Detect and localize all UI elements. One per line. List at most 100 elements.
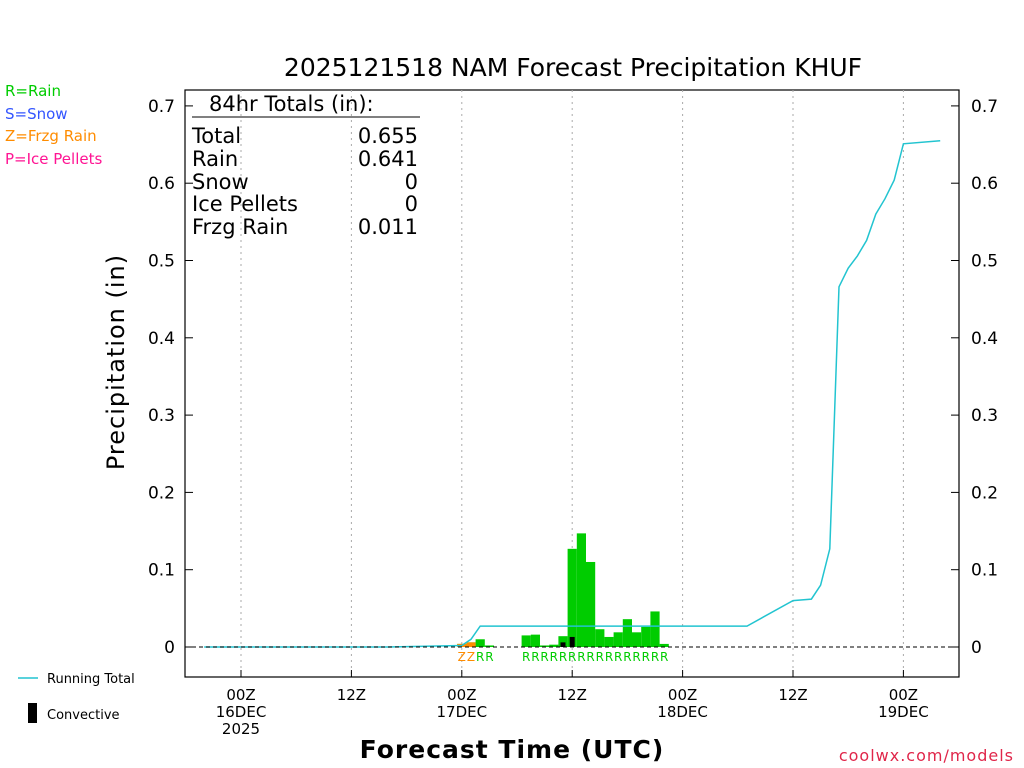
- totals-rain-value: 0.641: [358, 147, 418, 171]
- precip-type-marker: R: [577, 650, 585, 664]
- precip-bar: [632, 632, 642, 647]
- x-tick-label: 12Z: [778, 686, 807, 704]
- series-legend: Running Total Convective: [18, 672, 135, 723]
- precip-bar: [558, 636, 568, 647]
- precip-bar: [540, 645, 550, 647]
- x-tick-label: 00Z: [226, 686, 255, 704]
- x-tick-label: 19DEC: [878, 703, 929, 721]
- totals-snow-label: Snow: [192, 170, 249, 194]
- y-tick-label-right: 0: [971, 638, 982, 658]
- totals-ice-label: Ice Pellets: [192, 192, 298, 216]
- running-total-legend-label: Running Total: [47, 672, 135, 687]
- precip-bar: [475, 639, 485, 647]
- precip-type-marker: R: [651, 650, 659, 664]
- y-tick-label-right: 0.2: [971, 483, 998, 503]
- running-total-layer: [204, 139, 941, 648]
- totals-rain-label: Rain: [192, 147, 238, 171]
- precip-bar: [576, 533, 586, 647]
- legend-rain: R=Rain: [5, 82, 61, 100]
- y-tick-label-right: 0.1: [971, 561, 998, 581]
- frzg-bar: [466, 642, 476, 647]
- precip-bar: [622, 619, 632, 647]
- type-legend: R=Rain S=Snow Z=Frzg Rain P=Ice Pellets: [5, 82, 102, 168]
- precip-bar: [549, 644, 559, 647]
- precip-type-marker: Z: [458, 650, 466, 664]
- y-axis-label: Precipitation (in): [102, 254, 130, 470]
- precip-type-marker: R: [596, 650, 604, 664]
- precip-type-marker: R: [614, 650, 622, 664]
- y-tick-label-left: 0: [164, 638, 175, 658]
- precip-bar: [595, 629, 605, 647]
- x-tick-label: 00Z: [447, 686, 476, 704]
- totals-total-label: Total: [191, 124, 241, 148]
- x-tick-label: 12Z: [337, 686, 366, 704]
- precip-type-marker: R: [623, 650, 631, 664]
- precip-bar: [659, 643, 669, 647]
- totals-ice-value: 0: [405, 192, 418, 216]
- y-tick-label-left: 0.6: [148, 174, 175, 194]
- precip-bar: [613, 632, 623, 647]
- precip-bar: [484, 645, 494, 647]
- precip-type-marker: R: [540, 650, 548, 664]
- x-tick-label: 16DEC: [216, 703, 267, 721]
- y-tick-label-right: 0.6: [971, 174, 998, 194]
- y-tick-label-left: 0.5: [148, 252, 175, 272]
- precip-type-marker: R: [586, 650, 594, 664]
- precip-type-marker: R: [559, 650, 567, 664]
- totals-heading: 84hr Totals (in):: [209, 92, 374, 116]
- precip-bar: [650, 611, 660, 647]
- y-tick-label-left: 0.3: [148, 406, 175, 426]
- precip-type-marker: R: [550, 650, 558, 664]
- y-tick-label-left: 0.7: [148, 97, 175, 117]
- y-tick-label-right: 0.5: [971, 252, 998, 272]
- x-axis-label: Forecast Time (UTC): [360, 735, 665, 764]
- convective-bar: [569, 636, 575, 647]
- precip-type-marker: R: [605, 650, 613, 664]
- y-tick-label-right: 0.4: [971, 329, 998, 349]
- chart-title: 2025121518 NAM Forecast Precipitation KH…: [284, 53, 862, 82]
- precip-type-marker: R: [642, 650, 650, 664]
- precip-type-marker: R: [568, 650, 576, 664]
- precip-type-marker: R: [485, 650, 493, 664]
- x-tick-label: 17DEC: [437, 703, 488, 721]
- precip-type-marker: R: [522, 650, 530, 664]
- precip-type-marker: R: [632, 650, 640, 664]
- y-tick-label-left: 0.1: [148, 561, 175, 581]
- precip-bar: [521, 635, 531, 647]
- y-tick-label-left: 0.4: [148, 329, 175, 349]
- x-tick-label: 18DEC: [657, 703, 708, 721]
- y-tick-label-right: 0.3: [971, 406, 998, 426]
- legend-frzg-rain: Z=Frzg Rain: [5, 127, 97, 145]
- convective-bar: [560, 642, 566, 647]
- precip-bar: [530, 634, 540, 647]
- x-tick-label: 00Z: [668, 686, 697, 704]
- totals-total-value: 0.655: [358, 124, 418, 148]
- precip-type-marker: R: [660, 650, 668, 664]
- precip-type-marker: R: [476, 650, 484, 664]
- precip-bar: [567, 548, 577, 647]
- running-total-line: [204, 139, 941, 648]
- precip-bar: [604, 636, 614, 647]
- grid-lines: [240, 90, 904, 677]
- bar-layer: [457, 533, 669, 647]
- legend-ice-pellets: P=Ice Pellets: [5, 150, 102, 168]
- y-tick-label-left: 0.2: [148, 483, 175, 503]
- legend-snow: S=Snow: [5, 105, 68, 123]
- credit-text: coolwx.com/models: [839, 746, 1014, 765]
- x-tick-label: 00Z: [889, 686, 918, 704]
- precip-bar: [641, 626, 651, 647]
- totals-snow-value: 0: [405, 170, 418, 194]
- precip-type-marker: Z: [467, 650, 475, 664]
- totals-box: 84hr Totals (in): Total 0.655 Rain 0.641…: [191, 92, 420, 239]
- totals-frzg-value: 0.011: [358, 215, 418, 239]
- precip-bar: [586, 561, 596, 647]
- convective-legend-label: Convective: [47, 708, 120, 723]
- x-tick-label: 12Z: [558, 686, 587, 704]
- x-tick-label: 2025: [222, 720, 260, 738]
- convective-swatch: [28, 703, 37, 723]
- y-tick-label-right: 0.7: [971, 97, 998, 117]
- precip-type-marker: R: [531, 650, 539, 664]
